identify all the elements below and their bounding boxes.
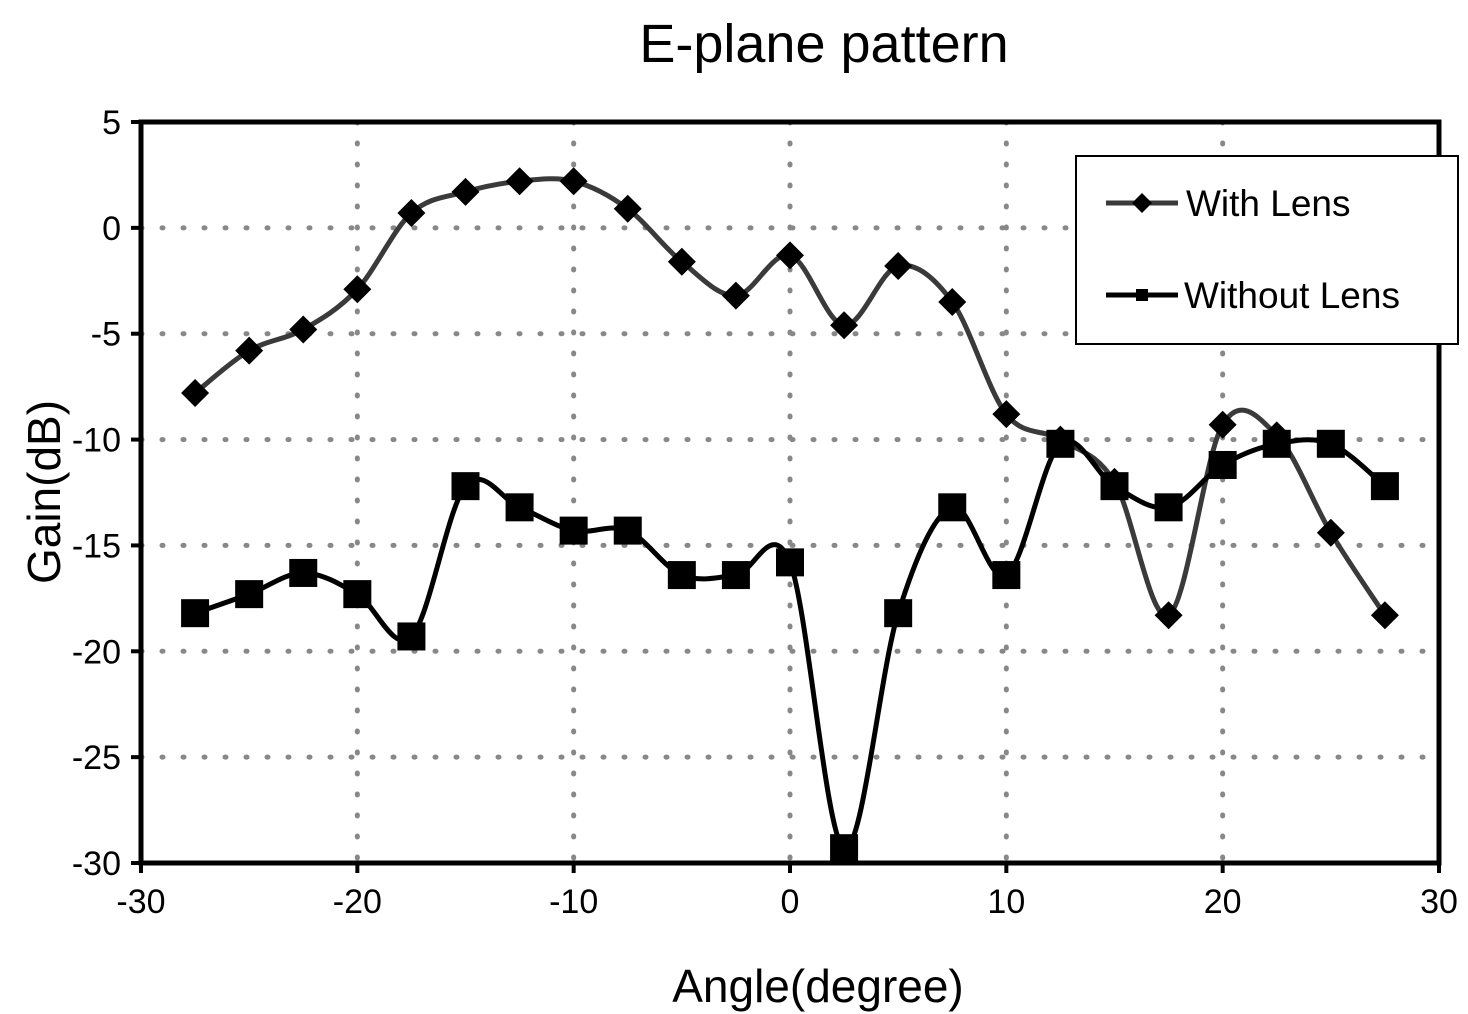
square-marker: [1046, 429, 1075, 458]
diamond-marker: [505, 167, 534, 196]
diamond-marker: [289, 315, 318, 344]
y-axis-label: Gain(dB): [18, 400, 70, 584]
legend-box: [1075, 155, 1459, 345]
legend-diamond-marker: [1132, 193, 1152, 213]
square-marker: [289, 558, 318, 587]
series-layer: [181, 167, 1399, 863]
square-marker: [451, 472, 480, 501]
diamond-marker: [1370, 601, 1399, 630]
y-tick-label: 5: [102, 104, 121, 142]
legend: With Lens Without Lens: [1075, 155, 1459, 345]
diamond-marker: [1208, 410, 1237, 439]
x-tick-label: 30: [1420, 883, 1458, 921]
y-tick-label: 0: [102, 210, 121, 248]
diamond-marker: [830, 311, 859, 340]
square-marker: [776, 548, 804, 577]
diamond-marker: [667, 247, 696, 276]
chart-title: E-plane pattern: [639, 14, 1008, 74]
plot-frame: [138, 119, 1442, 866]
x-tick-label: -20: [333, 883, 382, 921]
y-tick-label: -10: [72, 422, 121, 460]
x-tick-label: -30: [116, 883, 165, 921]
diamond-marker: [235, 336, 264, 365]
diamond-marker: [884, 251, 913, 280]
square-marker: [235, 580, 264, 609]
square-marker: [1316, 429, 1345, 458]
y-tick-label: -20: [72, 633, 121, 671]
diamond-marker: [721, 281, 750, 310]
square-marker: [830, 834, 859, 863]
x-axis-ticks: -30 -20 -10 0 10 20 30: [116, 863, 1458, 921]
x-tick-label: 20: [1204, 883, 1242, 921]
diamond-marker: [1316, 518, 1345, 547]
square-marker: [1154, 493, 1183, 522]
diamond-marker: [613, 194, 642, 223]
square-marker: [1262, 429, 1291, 458]
x-axis-label: Angle(degree): [672, 960, 964, 1012]
diamond-marker: [776, 241, 804, 270]
square-marker: [559, 516, 588, 545]
diamond-marker: [181, 378, 210, 407]
square-marker: [721, 561, 750, 590]
legend-label-without-lens: Without Lens: [1184, 275, 1400, 316]
legend-label-with-lens: With Lens: [1186, 183, 1351, 224]
square-marker: [505, 493, 534, 522]
diamond-marker: [938, 287, 967, 316]
series-without-lens: [181, 429, 1399, 863]
square-marker: [992, 561, 1021, 590]
y-tick-label: -5: [91, 316, 121, 354]
legend-square-marker: [1136, 289, 1148, 301]
diamond-marker: [559, 167, 588, 196]
square-marker: [343, 580, 372, 609]
square-marker: [938, 493, 967, 522]
square-marker: [1100, 472, 1129, 501]
diamond-marker: [397, 199, 426, 228]
square-marker: [613, 516, 642, 545]
y-tick-label: -25: [72, 739, 121, 777]
diamond-marker: [451, 177, 480, 206]
y-axis-ticks: 5 0 -5 -10 -15 -20 -25 -30: [72, 104, 141, 883]
diamond-marker: [1154, 601, 1183, 630]
diamond-marker: [343, 275, 372, 304]
square-marker: [884, 599, 913, 628]
diamond-marker: [992, 400, 1021, 429]
x-tick-label: 10: [987, 883, 1025, 921]
x-tick-label: 0: [781, 883, 800, 921]
square-marker: [667, 561, 696, 590]
square-marker: [1208, 450, 1237, 479]
y-tick-label: -30: [72, 845, 121, 883]
x-tick-label: -10: [549, 883, 598, 921]
square-marker: [1370, 472, 1399, 501]
y-tick-label: -15: [72, 527, 121, 565]
square-marker: [397, 622, 426, 651]
square-marker: [181, 599, 210, 628]
